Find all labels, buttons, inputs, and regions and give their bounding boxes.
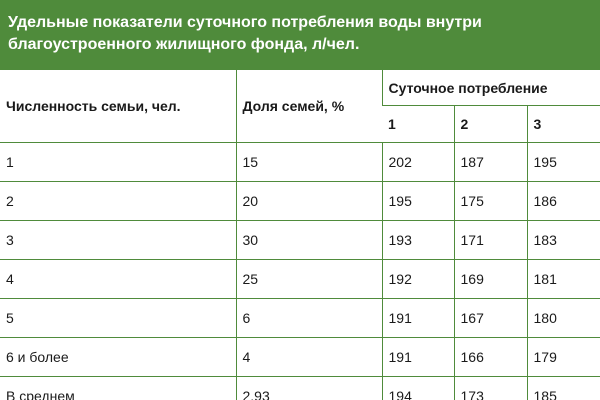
cell-family: В среднем	[6, 387, 75, 400]
cell-consumption-3: 195	[526, 142, 600, 182]
cell-share: 20	[235, 181, 382, 221]
header-family-share: Доля семей, %	[235, 70, 382, 143]
cell-consumption-3: 183	[526, 220, 600, 260]
cell-consumption-2: 187	[453, 142, 527, 182]
cell-share: 6	[235, 298, 382, 338]
table-row: 1 15 202 187 195	[0, 142, 600, 182]
cell-consumption-1: 194	[381, 376, 454, 400]
cell-family: 5	[0, 298, 236, 338]
cell-share: 30	[235, 220, 382, 260]
cell-consumption-1: 191	[381, 337, 454, 377]
cell-family: 1	[0, 142, 236, 182]
cell-consumption-3: 181	[526, 259, 600, 299]
cell-share: 15	[235, 142, 382, 182]
table-row: 6 и более 4 191 166 179	[0, 337, 600, 377]
table-row-average: В среднем 2,93 194 173 185	[0, 376, 600, 400]
table-title: Удельные показатели суточного потреблени…	[0, 0, 600, 70]
cell-consumption-2: 171	[453, 220, 527, 260]
table-row: 5 6 191 167 180	[0, 298, 600, 338]
cell-consumption-2: 169	[453, 259, 527, 299]
cell-share: 2,93	[235, 376, 382, 400]
cell-consumption-3: 180	[526, 298, 600, 338]
cell-consumption-1: 191	[381, 298, 454, 338]
table-row: 2 20 195 175 186	[0, 181, 600, 221]
cell-consumption-1: 195	[381, 181, 454, 221]
header-family-size: Численность семьи, чел.	[0, 70, 236, 143]
table-row: 4 25 192 169 181	[0, 259, 600, 299]
cell-consumption-3: 179	[526, 337, 600, 377]
header-daily-consumption: Суточное потребление	[381, 70, 600, 106]
cell-consumption-3: 185	[526, 376, 600, 400]
cell-consumption-1: 192	[381, 259, 454, 299]
table-title-line-2: благоустроенного жилищного фонда, л/чел.	[8, 36, 360, 53]
cell-share: 25	[235, 259, 382, 299]
cell-share: 4	[235, 337, 382, 377]
cell-consumption-3: 186	[526, 181, 600, 221]
cell-consumption-2: 175	[453, 181, 527, 221]
cell-consumption-2: 167	[453, 298, 527, 338]
table-title-line-1: Удельные показатели суточного потреблени…	[8, 14, 482, 31]
cell-family: 4	[0, 259, 236, 299]
cell-consumption-1: 202	[381, 142, 454, 182]
cell-family: 3	[0, 220, 236, 260]
cell-family: 6 и более	[0, 337, 236, 377]
header-sub-3: 3	[526, 105, 600, 143]
cell-family: 2	[0, 181, 236, 221]
cell-consumption-1: 193	[381, 220, 454, 260]
cell-consumption-2: 173	[453, 376, 527, 400]
cell-consumption-2: 166	[453, 337, 527, 377]
header-sub-2: 2	[453, 105, 527, 143]
header-sub-1: 1	[382, 105, 454, 143]
table-row: 3 30 193 171 183	[0, 220, 600, 260]
water-consumption-table: Численность семьи, чел. Доля семей, % Су…	[0, 70, 600, 400]
